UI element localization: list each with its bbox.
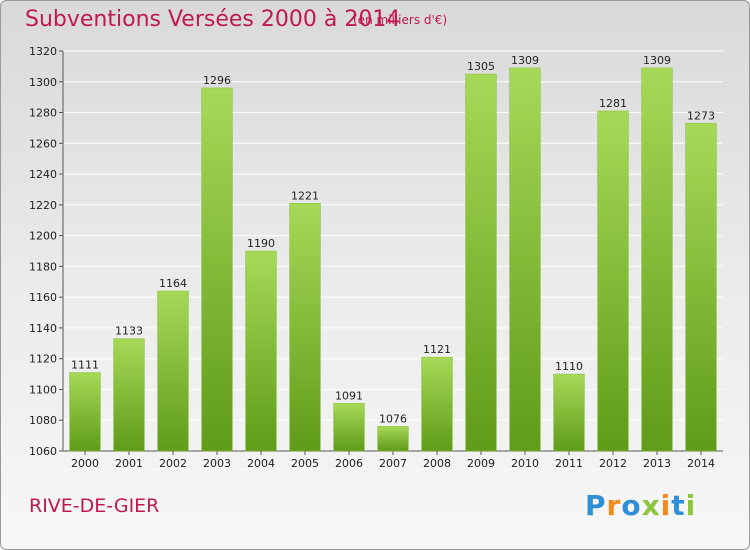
x-tick-label: 2010 <box>511 457 539 470</box>
y-tick-label: 1140 <box>29 322 57 335</box>
x-tick-label: 2008 <box>423 457 451 470</box>
bar <box>69 372 101 452</box>
bar <box>465 73 497 452</box>
bar <box>509 67 541 452</box>
y-tick-label: 1100 <box>29 383 57 396</box>
data-label: 1190 <box>247 237 275 250</box>
data-label: 1133 <box>115 325 143 338</box>
chart-title: Subventions Versées 2000 à 2014 <box>25 7 401 32</box>
proxiti-logo[interactable]: Proxiti <box>585 489 696 522</box>
data-label: 1273 <box>687 109 715 122</box>
data-label: 1281 <box>599 97 627 110</box>
logo-letter: t <box>671 489 686 522</box>
bar <box>333 403 365 452</box>
bar <box>685 123 717 452</box>
data-label: 1111 <box>71 359 99 372</box>
data-label: 1076 <box>379 412 407 425</box>
x-tick-label: 2014 <box>687 457 715 470</box>
y-tick-label: 1160 <box>29 291 57 304</box>
logo-letter: P <box>585 489 607 522</box>
bar <box>553 373 585 452</box>
bar <box>641 67 673 452</box>
x-tick-label: 2012 <box>599 457 627 470</box>
bar <box>157 290 189 452</box>
bar <box>377 426 409 452</box>
x-tick-label: 2004 <box>247 457 275 470</box>
bar <box>201 87 233 452</box>
bar <box>597 110 629 452</box>
x-tick-label: 2001 <box>115 457 143 470</box>
x-tick-label: 2011 <box>555 457 583 470</box>
y-tick-label: 1060 <box>29 445 57 458</box>
labels: 1060 1080 1100 1120 1140 1160 1180 1200 1220 1240… <box>29 45 715 470</box>
data-label: 1121 <box>423 343 451 356</box>
x-tick-label: 2006 <box>335 457 363 470</box>
logo-letter: r <box>606 489 622 522</box>
bar <box>113 338 145 452</box>
logo-letter: x <box>641 489 661 522</box>
x-tick-label: 2007 <box>379 457 407 470</box>
y-tick-label: 1220 <box>29 199 57 212</box>
data-label: 1309 <box>511 54 539 67</box>
x-tick-label: 2013 <box>643 457 671 470</box>
y-tick-label: 1080 <box>29 414 57 427</box>
y-tick-label: 1300 <box>29 76 57 89</box>
x-tick-label: 2009 <box>467 457 495 470</box>
data-label: 1221 <box>291 189 319 202</box>
y-tick-label: 1200 <box>29 230 57 243</box>
y-tick-label: 1280 <box>29 107 57 120</box>
bars <box>69 67 717 452</box>
logo-letter: o <box>621 489 642 522</box>
y-tick-label: 1120 <box>29 353 57 366</box>
logo-letter: i <box>660 489 672 522</box>
bar <box>421 356 453 452</box>
data-label: 1164 <box>159 277 187 290</box>
y-tick-label: 1180 <box>29 260 57 273</box>
chart-subtitle: (en milliers d'€) <box>353 13 448 27</box>
y-tick-label: 1320 <box>29 45 57 58</box>
place-name: RIVE-DE-GIER <box>29 495 160 517</box>
data-label: 1296 <box>203 74 231 87</box>
data-label: 1309 <box>643 54 671 67</box>
y-tick-label: 1260 <box>29 137 57 150</box>
x-tick-label: 2003 <box>203 457 231 470</box>
bar <box>245 250 277 452</box>
data-label: 1110 <box>555 360 583 373</box>
y-tick-label: 1240 <box>29 168 57 181</box>
x-tick-label: 2005 <box>291 457 319 470</box>
logo-letter: i <box>685 489 697 522</box>
data-label: 1305 <box>467 60 495 73</box>
bar <box>289 203 321 452</box>
data-label: 1091 <box>335 389 363 402</box>
x-tick-label: 2000 <box>71 457 99 470</box>
x-tick-label: 2002 <box>159 457 187 470</box>
